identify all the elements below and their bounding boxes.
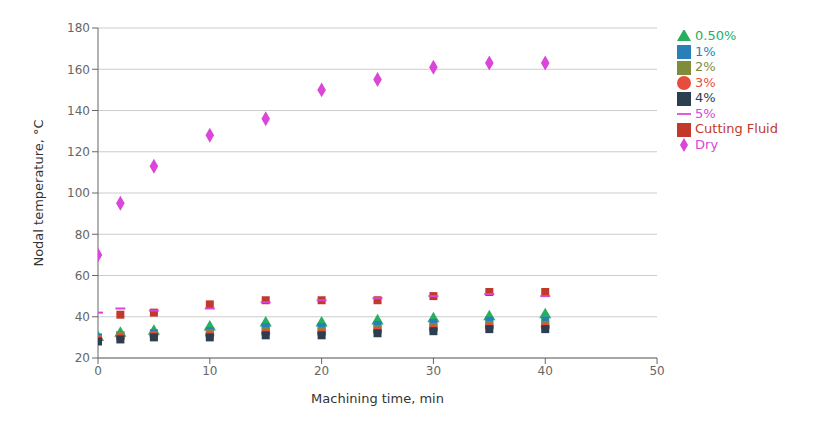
html-text:2%: 2% — [695, 59, 716, 74]
html-text:0.50%: 0.50% — [695, 28, 737, 43]
html-text:1%: 1% — [695, 43, 716, 59]
html-text:Cutting Fluid: Cutting Fluid — [695, 121, 778, 136]
html-text:5%: 5% — [695, 105, 716, 121]
svg-text:20: 20 — [314, 364, 329, 378]
svg-text:160: 160 — [67, 63, 90, 77]
svg-text:30: 30 — [426, 364, 441, 378]
svg-text:40: 40 — [538, 364, 553, 378]
svg-text:20: 20 — [75, 351, 90, 365]
svg-text:Machining time, min: Machining time, min — [311, 391, 444, 406]
svg-text:80: 80 — [75, 228, 90, 242]
svg-text:120: 120 — [67, 145, 90, 159]
svg-text:Nodal temperature, °C: Nodal temperature, °C — [31, 119, 46, 266]
svg-text:180: 180 — [67, 21, 90, 35]
html-text:Dry: Dry — [695, 136, 719, 152]
svg-text:40: 40 — [75, 310, 90, 324]
svg-text:10: 10 — [202, 364, 217, 378]
svg-text:60: 60 — [75, 269, 90, 283]
html-text:4%: 4% — [695, 90, 716, 105]
svg-text:0: 0 — [94, 364, 102, 378]
svg-text:140: 140 — [67, 104, 90, 118]
svg-text:50: 50 — [649, 364, 664, 378]
html-text:3%: 3% — [695, 74, 716, 90]
svg-text:100: 100 — [67, 186, 90, 200]
